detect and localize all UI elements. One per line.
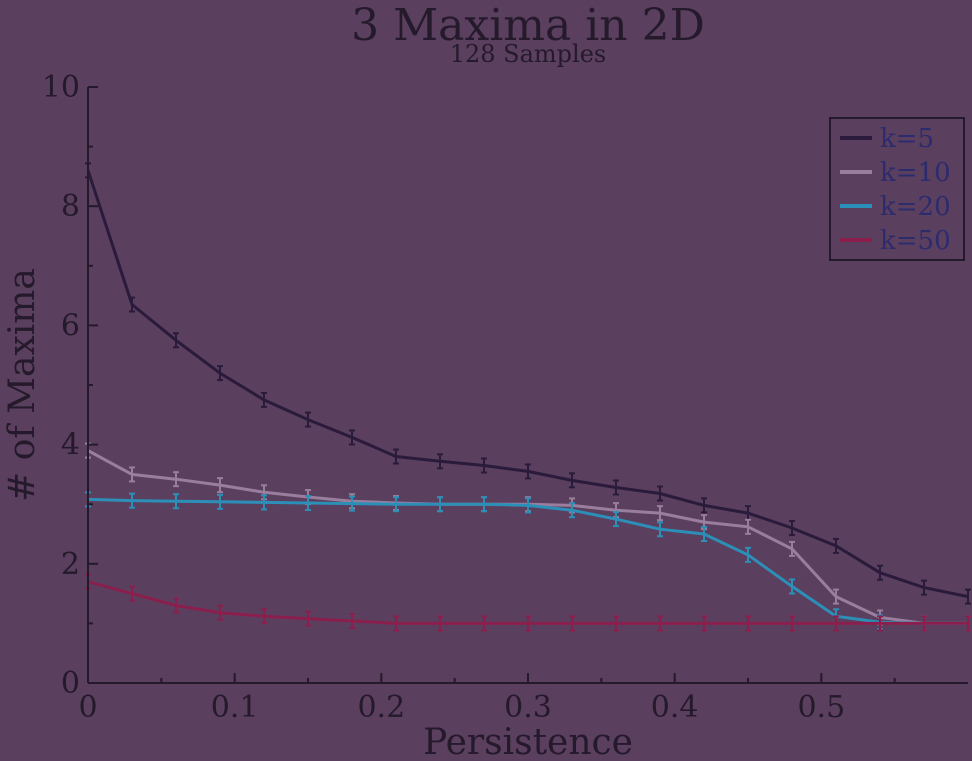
x-tick-label: 0.3 bbox=[504, 690, 552, 725]
series-line bbox=[86, 169, 969, 599]
x-axis-label: Persistence bbox=[423, 722, 633, 761]
legend-label: k=20 bbox=[880, 192, 951, 222]
series-k-5 bbox=[85, 162, 971, 605]
chart-title: 3 Maxima in 2D bbox=[351, 0, 705, 51]
chart-subtitle: 128 Samples bbox=[450, 40, 607, 68]
y-tick-label: 10 bbox=[42, 70, 80, 105]
x-tick-label: 0.5 bbox=[797, 690, 845, 725]
x-axis: 0 0.1 0.2 0.3 0.4 0.5 bbox=[78, 673, 968, 725]
x-tick-label: 0.4 bbox=[651, 690, 699, 725]
y-tick-label: 8 bbox=[61, 189, 80, 224]
x-tick-label: 0 bbox=[78, 690, 97, 725]
y-tick-label: 6 bbox=[61, 308, 80, 343]
y-tick-label: 0 bbox=[61, 666, 80, 701]
y-axis: 0 2 4 6 8 10 bbox=[42, 70, 98, 701]
legend-label: k=5 bbox=[880, 124, 934, 154]
series-k-20 bbox=[85, 491, 971, 632]
legend: k=5 k=10 k=20 k=50 bbox=[829, 117, 965, 261]
y-tick-label: 2 bbox=[61, 547, 80, 582]
series-k-50 bbox=[85, 573, 971, 632]
legend-label: k=10 bbox=[880, 158, 951, 188]
y-tick-label: 4 bbox=[61, 428, 80, 463]
x-tick-label: 0.1 bbox=[211, 690, 259, 725]
legend-box bbox=[829, 117, 965, 261]
y-axis-label: # of Maxima bbox=[2, 268, 43, 502]
x-tick-label: 0.2 bbox=[357, 690, 405, 725]
legend-label: k=50 bbox=[880, 226, 951, 256]
plot-area bbox=[85, 162, 971, 632]
